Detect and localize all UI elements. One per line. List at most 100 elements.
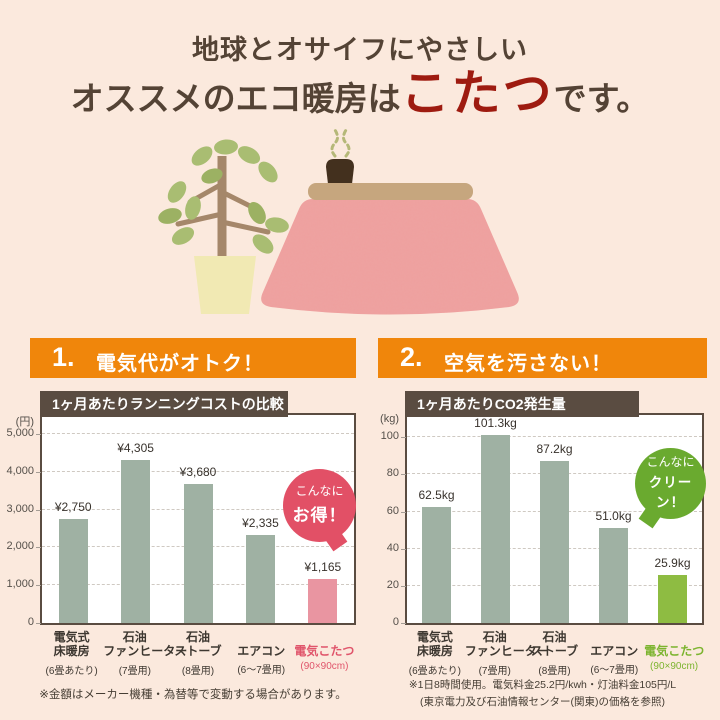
plant-pot (194, 256, 256, 314)
chart-running-cost: 1ヶ月あたりランニングコストの比較 (円) ¥2,750 ¥4,305 ¥3,680… (6, 391, 356, 628)
x-axis-label: 電気こたつ (90×90cm) (293, 630, 356, 677)
title-accent-kotatsu: こたつ (400, 66, 554, 121)
chart-bar (58, 519, 88, 623)
section-header-cost: 1. 電気代がオトク！ (30, 338, 356, 378)
y-tick-label: 1,000 (6, 578, 34, 591)
y-tick-label: 0 (27, 616, 34, 628)
teapot-icon (326, 159, 354, 184)
y-tick-label: 0 (392, 616, 399, 628)
y-tick-mark (401, 437, 406, 439)
x-axis-label: 電気式 床暖房 (6畳あたり) (405, 630, 465, 677)
x-axis-labels: 電気式 床暖房 (6畳あたり) 石油 ファンヒーター (7畳用) 石油 ストーブ (8畳用) エア… (40, 630, 356, 677)
y-tick-label: 60 (386, 504, 399, 517)
chart-bar (121, 460, 151, 623)
section-co2: 2. 空気を汚さない！ 1ヶ月あたりCO2発生量 (kg) 62.5kg 101.… (378, 338, 707, 718)
footnote-right: ※1日8時間使用。電気料金25.2円/kwh・灯油料金105円/L (東京電力及… (378, 677, 707, 712)
chart-bar (308, 579, 338, 623)
bar-value-label: 87.2kg (536, 442, 573, 456)
bar-slot: ¥2,750 (42, 415, 104, 623)
steam-icon (330, 128, 339, 158)
kotatsu-tabletop (308, 183, 473, 200)
kotatsu-icon (261, 128, 519, 315)
y-tick-label: 80 (386, 467, 399, 480)
chart-title: 1ヶ月あたりランニングコストの比較 (40, 391, 288, 417)
y-tick-label: 40 (386, 541, 399, 554)
y-tick-mark (401, 511, 406, 513)
y-tick-mark (36, 585, 41, 587)
x-label-text: 石油 ストーブ (174, 630, 222, 659)
bars-container: ¥2,750 ¥4,305 ¥3,680 ¥2,335 ¥1,165 (42, 415, 354, 623)
x-label-text: 電気こたつ (294, 644, 355, 658)
plant-leaves (158, 139, 289, 254)
section-title: 空気を汚さない！ (444, 353, 612, 375)
y-axis-unit: (円) (15, 416, 34, 428)
gridline (407, 436, 702, 438)
x-axis-label: 電気こたつ (90×90cm) (644, 630, 704, 677)
y-tick-mark (401, 548, 406, 550)
x-label-text: 電気式 床暖房 (53, 630, 90, 659)
bar-value-label: 62.5kg (418, 488, 455, 502)
x-label-sub: (6畳あたり) (408, 665, 462, 677)
footnote-left: ※金額はメーカー機種・為替等で変動する場合があります。 (39, 689, 347, 701)
bar-value-label: 25.9kg (654, 556, 691, 570)
bubble-line2: お得！ (292, 505, 347, 525)
x-axis-label: エアコン (6〜7畳用) (230, 630, 293, 677)
steam-icon (342, 128, 351, 158)
x-label-text: 石油 ファンヒーター (464, 630, 549, 659)
bar-value-label: 51.0kg (595, 509, 632, 523)
bar-value-label: ¥2,750 (54, 500, 92, 514)
chart-title: 1ヶ月あたりCO2発生量 (405, 391, 639, 417)
x-label-text: 石油 ストーブ (530, 630, 579, 659)
section-title: 電気代がオトク！ (96, 353, 264, 375)
section-number: 1. (52, 342, 75, 372)
y-tick-label: 3,000 (6, 502, 34, 515)
bar-slot: 51.0kg (584, 415, 643, 623)
bars-container: 62.5kg 101.3kg 87.2kg 51.0kg 25.9kg (407, 415, 702, 623)
title-line2-pre: オススメのエコ暖房は (70, 82, 401, 118)
bar-slot: 101.3kg (466, 415, 525, 623)
bar-slot: ¥1,165 (292, 415, 354, 623)
y-tick-mark (36, 433, 41, 435)
chart-bar (658, 575, 687, 623)
x-axis-label: 石油 ファンヒーター (7畳用) (464, 630, 549, 677)
bar-slot: ¥3,680 (167, 415, 229, 623)
x-label-sub: (6〜7畳用) (237, 665, 286, 677)
footnote-right-line2: (東京電力及び石油情報センター(関東)の価格を参照) (420, 696, 665, 709)
bar-slot: ¥4,305 (104, 415, 166, 623)
x-label-text: 石油 ファンヒーター (103, 630, 188, 659)
x-label-text: エアコン (237, 644, 286, 658)
x-label-sub: (8畳用) (181, 665, 215, 677)
bar-slot: 87.2kg (525, 415, 584, 623)
gridline (42, 432, 354, 434)
bubble-line2: クリーン！ (648, 475, 693, 511)
x-label-text: エアコン (590, 644, 639, 658)
x-axis-label: 電気式 床暖房 (6畳あたり) (40, 630, 103, 677)
y-tick-label: 100 (380, 430, 399, 443)
x-label-text: 電気式 床暖房 (416, 630, 453, 659)
bar-value-label: ¥3,680 (179, 465, 217, 479)
footnote-right-line1: ※1日8時間使用。電気料金25.2円/kwh・灯油料金105円/L (408, 679, 677, 691)
x-axis-label: エアコン (6〜7畳用) (584, 630, 644, 677)
x-label-sub: (7畳用) (118, 665, 151, 677)
blanket-texture (261, 199, 519, 315)
section-cost: 1. 電気代がオトク！ 1ヶ月あたりランニングコストの比較 (円) ¥2,750… (6, 338, 356, 718)
y-tick-label: 20 (386, 578, 399, 591)
x-label-sub: (8畳用) (538, 665, 571, 677)
bar-value-label: ¥1,165 (304, 560, 342, 574)
x-label-sub: (90×90cm) (650, 661, 699, 673)
y-tick-mark (36, 509, 41, 511)
y-tick-mark (36, 623, 41, 624)
bar-value-label: ¥4,305 (117, 441, 154, 455)
x-axis-label: 石油 ファンヒーター (7畳用) (103, 630, 188, 677)
bar-slot: ¥2,335 (229, 415, 291, 623)
potted-plant-icon (158, 139, 289, 314)
x-label-sub: (90×90cm) (300, 661, 349, 673)
y-tick-mark (401, 474, 406, 476)
chart-bar (599, 528, 628, 623)
y-tick-label: 5,000 (6, 426, 34, 439)
gridline (42, 470, 354, 472)
section-header-co2: 2. 空気を汚さない！ (378, 338, 707, 378)
chart-bar (422, 507, 451, 623)
x-axis-labels: 電気式 床暖房 (6畳あたり) 石油 ファンヒーター (7畳用) 石油 ストーブ (8畳用) エア… (405, 630, 704, 677)
